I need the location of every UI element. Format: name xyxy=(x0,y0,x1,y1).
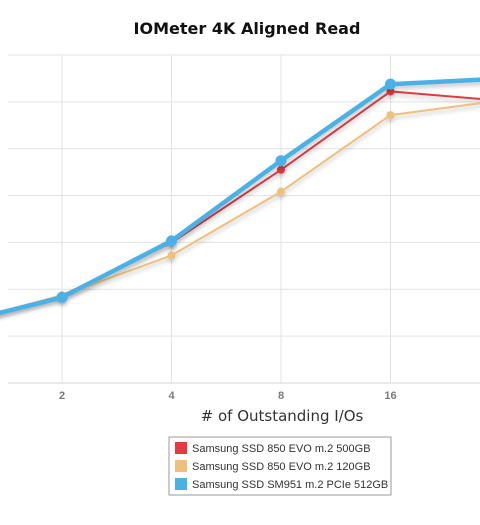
x-axis-label: # of Outstanding I/Os xyxy=(201,407,364,425)
data-point xyxy=(277,165,285,174)
legend-label: Samsung SSD 850 EVO m.2 120GB xyxy=(192,461,371,473)
series-3 xyxy=(0,77,480,316)
series-line xyxy=(0,77,480,316)
data-point xyxy=(56,291,68,303)
data-point xyxy=(277,187,285,196)
x-tick-label: 2 xyxy=(59,390,65,402)
x-tick-label: 8 xyxy=(278,390,284,402)
chart-title: IOMeter 4K Aligned Read xyxy=(134,19,361,38)
data-point xyxy=(385,78,396,90)
data-point xyxy=(275,155,287,167)
legend-label: Samsung SSD SM951 m.2 PCIe 512GB xyxy=(192,479,388,491)
data-point xyxy=(386,87,395,96)
data-point xyxy=(167,251,176,260)
legend: Samsung SSD 850 EVO m.2 500GB Samsung SSD… xyxy=(168,436,392,496)
data-point xyxy=(386,111,395,120)
x-tick-label: 16 xyxy=(384,390,396,402)
series-group xyxy=(0,77,480,316)
legend-box xyxy=(168,436,392,496)
legend-swatch xyxy=(175,460,187,472)
legend-label: Samsung SSD 850 EVO m.2 500GB xyxy=(192,443,371,455)
legend-swatch xyxy=(175,478,187,490)
data-point xyxy=(166,235,177,247)
grid xyxy=(8,54,480,384)
legend-swatch xyxy=(175,442,187,454)
x-tick-label: 4 xyxy=(168,390,175,402)
x-axis-ticks: 2 4 8 16 xyxy=(59,390,397,402)
